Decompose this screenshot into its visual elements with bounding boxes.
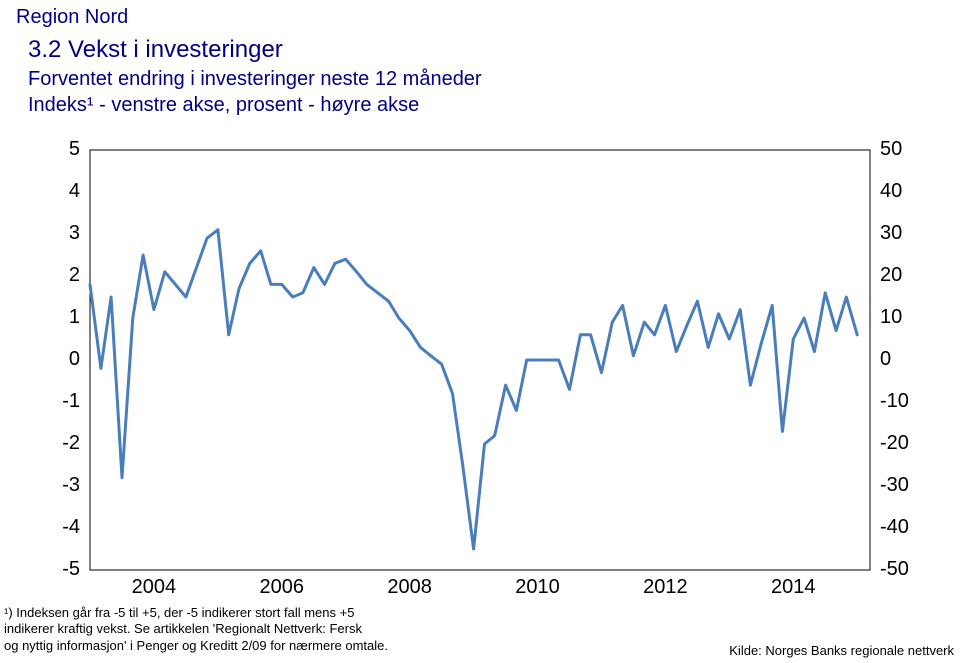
y-left-tick: -4 <box>30 516 80 539</box>
y-right-tick: -50 <box>880 558 909 581</box>
y-right-tick: 50 <box>880 138 902 161</box>
y-right-tick: -30 <box>880 474 909 497</box>
chart-svg <box>0 0 960 663</box>
y-left-tick: 1 <box>30 306 80 329</box>
y-left-tick: -3 <box>30 474 80 497</box>
y-left-tick: -1 <box>30 390 80 413</box>
y-right-tick: 40 <box>880 180 902 203</box>
y-right-tick: -40 <box>880 516 909 539</box>
y-left-tick: 4 <box>30 180 80 203</box>
x-tick: 2008 <box>380 576 440 599</box>
x-tick: 2014 <box>763 576 823 599</box>
y-left-tick: -5 <box>30 558 80 581</box>
footnote: ¹) Indeksen går fra -5 til +5, der -5 in… <box>4 605 388 654</box>
y-right-tick: 20 <box>880 264 902 287</box>
x-tick: 2006 <box>252 576 312 599</box>
y-right-tick: 30 <box>880 222 902 245</box>
y-left-tick: 0 <box>30 348 80 371</box>
x-tick: 2012 <box>635 576 695 599</box>
x-tick: 2010 <box>508 576 568 599</box>
y-right-tick: -10 <box>880 390 909 413</box>
y-right-tick: 10 <box>880 306 902 329</box>
y-left-tick: 5 <box>30 138 80 161</box>
y-right-tick: -20 <box>880 432 909 455</box>
y-left-tick: -2 <box>30 432 80 455</box>
y-left-tick: 3 <box>30 222 80 245</box>
y-right-tick: 0 <box>880 348 891 371</box>
source: Kilde: Norges Banks regionale nettverk <box>729 643 954 658</box>
x-tick: 2004 <box>124 576 184 599</box>
y-left-tick: 2 <box>30 264 80 287</box>
